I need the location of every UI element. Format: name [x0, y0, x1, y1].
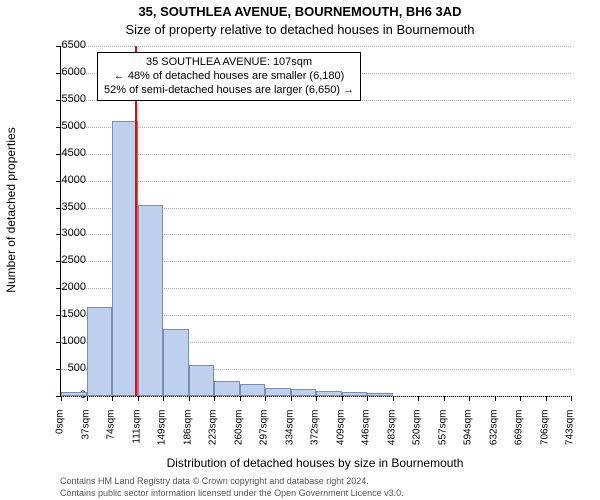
histogram-bar [214, 381, 240, 396]
x-tick-label: 632sqm [488, 410, 499, 460]
x-tick-label: 149sqm [157, 410, 168, 460]
histogram-bar [112, 121, 138, 396]
histogram-bar [367, 393, 393, 396]
x-tick-label: 409sqm [335, 410, 346, 460]
y-tick-label: 2000 [42, 281, 86, 293]
x-tick [214, 396, 215, 401]
gridline [61, 181, 571, 182]
x-tick [367, 396, 368, 401]
x-tick [342, 396, 343, 401]
x-tick [163, 396, 164, 401]
gridline [61, 154, 571, 155]
histogram-bar [138, 205, 164, 396]
x-tick [546, 396, 547, 401]
annotation-line: ← 48% of detached houses are smaller (6,… [104, 70, 354, 84]
footer-line2: Contains public sector information licen… [60, 488, 404, 498]
histogram-bar [61, 392, 87, 396]
x-tick-label: 334sqm [284, 410, 295, 460]
y-tick-label: 4500 [42, 147, 86, 159]
x-tick-label: 594sqm [463, 410, 474, 460]
x-tick-label: 74sqm [106, 410, 117, 460]
x-tick [138, 396, 139, 401]
x-tick-label: 37sqm [80, 410, 91, 460]
x-tick [291, 396, 292, 401]
x-tick [444, 396, 445, 401]
annotation-line: 52% of semi-detached houses are larger (… [104, 84, 354, 98]
histogram-bar [87, 307, 113, 396]
histogram-bar [291, 389, 317, 396]
x-tick [112, 396, 113, 401]
plot-area: 35 SOUTHLEA AVENUE: 107sqm← 48% of detac… [60, 46, 571, 397]
chart-stage: 35, SOUTHLEA AVENUE, BOURNEMOUTH, BH6 3A… [0, 0, 600, 500]
x-tick [265, 396, 266, 401]
y-tick-label: 500 [42, 362, 86, 374]
chart-title-line1: 35, SOUTHLEA AVENUE, BOURNEMOUTH, BH6 3A… [0, 4, 600, 19]
x-tick [418, 396, 419, 401]
x-tick [87, 396, 88, 401]
chart-title-line2: Size of property relative to detached ho… [0, 22, 600, 37]
x-tick-label: 0sqm [55, 410, 66, 460]
y-tick-label: 3000 [42, 227, 86, 239]
x-tick [469, 396, 470, 401]
x-tick [520, 396, 521, 401]
y-tick-label: 6000 [42, 66, 86, 78]
x-tick [495, 396, 496, 401]
y-tick-label: 1000 [42, 335, 86, 347]
x-tick [240, 396, 241, 401]
x-tick-label: 260sqm [233, 410, 244, 460]
x-tick-label: 706sqm [539, 410, 550, 460]
y-tick-label: 5000 [42, 120, 86, 132]
annotation-line: 35 SOUTHLEA AVENUE: 107sqm [104, 56, 354, 70]
x-tick-label: 223sqm [208, 410, 219, 460]
gridline [61, 46, 571, 47]
x-tick [571, 396, 572, 401]
y-tick-label: 2500 [42, 254, 86, 266]
histogram-bar [189, 365, 215, 396]
x-tick-label: 483sqm [386, 410, 397, 460]
y-tick-label: 6500 [42, 39, 86, 51]
x-tick [393, 396, 394, 401]
x-tick-label: 446sqm [361, 410, 372, 460]
gridline [61, 127, 571, 128]
x-tick-label: 186sqm [182, 410, 193, 460]
footer-line1: Contains HM Land Registry data © Crown c… [60, 476, 369, 486]
y-tick-label: 1500 [42, 308, 86, 320]
x-tick-label: 743sqm [565, 410, 576, 460]
x-tick-label: 520sqm [412, 410, 423, 460]
x-tick-label: 297sqm [259, 410, 270, 460]
y-tick-label: 3500 [42, 201, 86, 213]
histogram-bar [316, 391, 342, 396]
y-axis-label: Number of detached properties [4, 25, 18, 395]
x-tick [316, 396, 317, 401]
histogram-bar [240, 384, 266, 396]
y-tick-label: 4000 [42, 174, 86, 186]
x-tick-label: 557sqm [437, 410, 448, 460]
histogram-bar [163, 329, 189, 396]
x-tick-label: 111sqm [131, 410, 142, 460]
histogram-bar [265, 388, 291, 396]
x-tick-label: 372sqm [310, 410, 321, 460]
y-tick-label: 5500 [42, 93, 86, 105]
x-tick [189, 396, 190, 401]
x-tick-label: 669sqm [514, 410, 525, 460]
annotation-box: 35 SOUTHLEA AVENUE: 107sqm← 48% of detac… [97, 52, 361, 101]
histogram-bar [342, 392, 368, 396]
